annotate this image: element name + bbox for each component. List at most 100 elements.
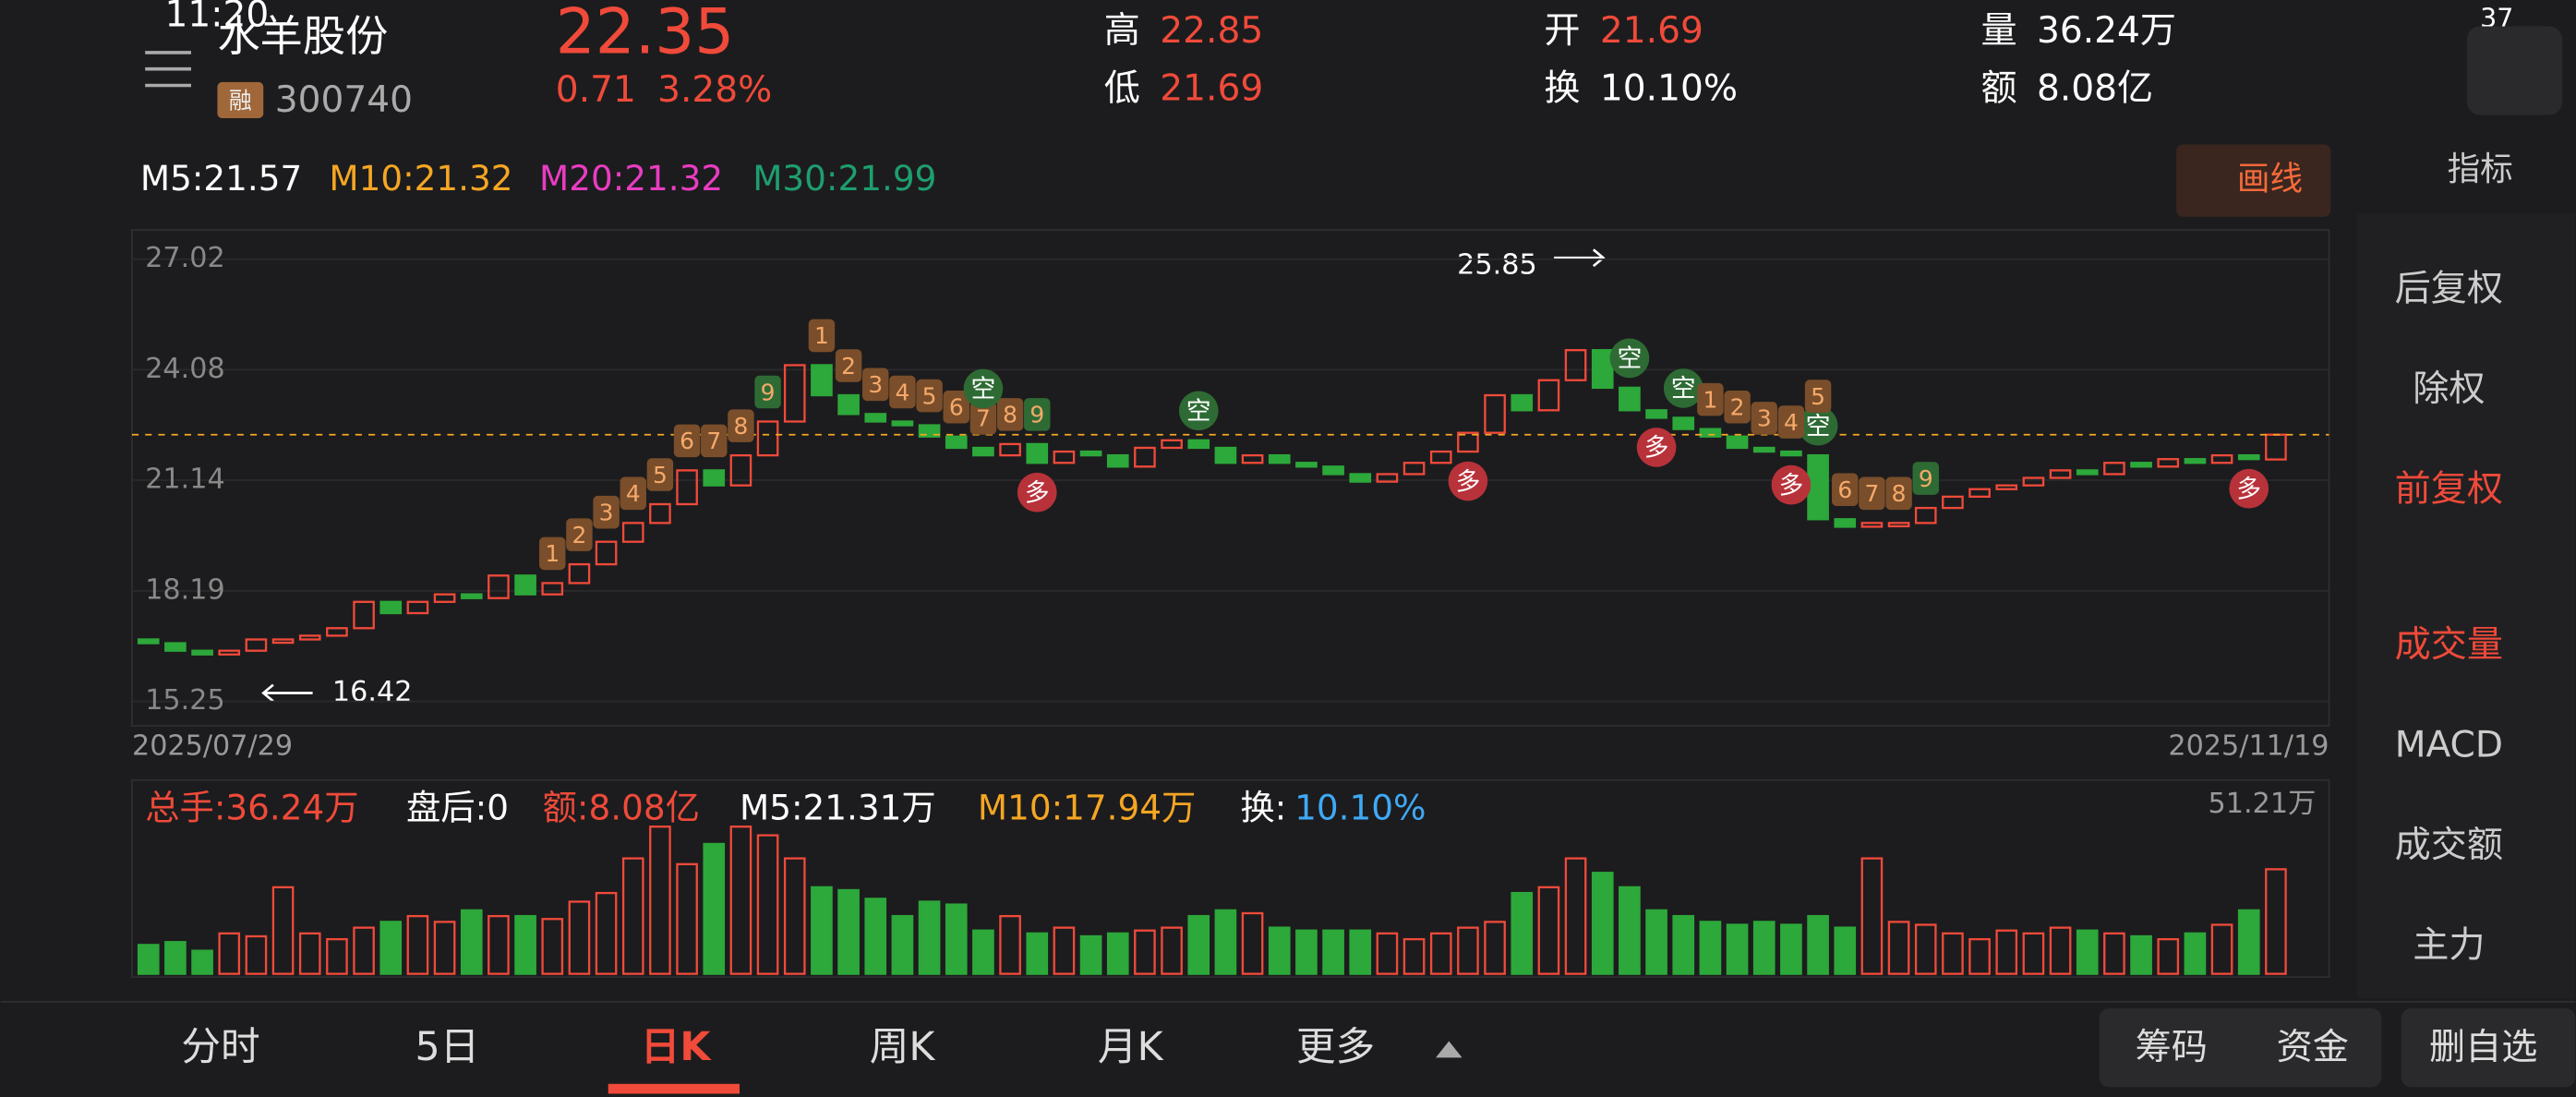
signal-label: 9: [761, 379, 776, 405]
volume-bar: [649, 826, 671, 975]
orientation-button[interactable]: [2466, 26, 2563, 115]
signal-badge: [1017, 472, 1057, 512]
candle-body: [756, 420, 779, 457]
vol-turnover: 10.10%: [1294, 787, 1426, 827]
tab[interactable]: 周K: [870, 1024, 936, 1070]
signal-label: 空: [1186, 397, 1211, 426]
signal-badge: [1636, 428, 1677, 467]
candle-body: [379, 600, 403, 615]
volume-bar: [2237, 909, 2260, 975]
tab[interactable]: 5日: [415, 1024, 480, 1070]
volume-bar: [1995, 929, 2018, 975]
side-menu-item[interactable]: 主力: [2413, 925, 2485, 967]
candle-body: [1995, 484, 2018, 490]
high: 22.85: [1160, 10, 1263, 52]
volume-bar: [1457, 926, 1479, 975]
volume-bar: [1780, 923, 1802, 975]
tab[interactable]: 分时: [181, 1024, 259, 1070]
volume-bar: [353, 926, 375, 975]
candle-body: [2076, 469, 2099, 476]
volume-bar: [1807, 914, 1829, 975]
side-menu-item[interactable]: MACD: [2395, 725, 2503, 766]
button[interactable]: 筹码: [2136, 1027, 2208, 1068]
signal-label: 3: [599, 499, 614, 525]
signal-badge: [1804, 380, 1832, 413]
signal-label: 6: [680, 428, 694, 454]
volume-bar: [2022, 932, 2045, 975]
ma20: M20:21.32: [539, 158, 723, 199]
draw-button[interactable]: [2176, 144, 2331, 217]
volume-bar: [811, 886, 833, 975]
signal-badge: [646, 458, 674, 491]
button-bg: [2401, 1007, 2576, 1088]
side-menu-item[interactable]: 除权: [2413, 368, 2485, 410]
candle-body: [729, 453, 752, 487]
button[interactable]: 资金: [2277, 1027, 2349, 1068]
signal-label: 7: [1865, 480, 1880, 507]
candle-body: [703, 469, 726, 487]
candle-body: [1780, 450, 1802, 457]
candle-body: [326, 627, 348, 637]
volume-bar: [1322, 929, 1344, 975]
volume-bar: [756, 834, 779, 975]
low: 21.69: [1160, 67, 1263, 109]
candle-body: [541, 582, 564, 596]
volume-bar: [1591, 872, 1614, 975]
side-menu-item[interactable]: 成交量: [2395, 624, 2503, 666]
signal-badge: [1798, 405, 1838, 446]
signal-badge: [969, 402, 997, 435]
volume-bar: [1053, 926, 1076, 975]
volume-bar: [2210, 923, 2233, 975]
volume-bar: [1726, 923, 1749, 975]
volume-bar: [433, 921, 456, 975]
volume-bar: [137, 944, 160, 975]
volume-bar: [999, 914, 1021, 975]
volume-bar: [568, 900, 591, 975]
side-menu-item[interactable]: 前复权: [2395, 468, 2503, 510]
tab[interactable]: 日K: [641, 1024, 713, 1070]
candle-body: [1645, 409, 1667, 419]
candle-body: [271, 638, 295, 645]
volume-bar: [1106, 932, 1129, 975]
volume-bar: [1214, 909, 1237, 975]
status-time: 11:20: [165, 0, 270, 35]
candle-body: [1619, 386, 1641, 412]
candle-body: [1161, 439, 1183, 450]
y-tick-label: 15.25: [145, 684, 225, 717]
candle-body: [1726, 435, 1749, 450]
signal-label: 6: [949, 394, 964, 421]
volume-bar: [972, 929, 994, 975]
menu-icon[interactable]: [145, 51, 191, 88]
signal-badge: [1832, 473, 1859, 507]
volume-bar: [2265, 868, 2287, 975]
candle-body: [1511, 393, 1534, 412]
candle-body: [2184, 458, 2207, 464]
tab[interactable]: 更多: [1296, 1024, 1375, 1070]
signal-label: 8: [1892, 480, 1907, 507]
volume-bar: [326, 937, 348, 975]
candle-body: [1106, 453, 1129, 468]
side-menu-item[interactable]: 成交额: [2395, 825, 2503, 866]
volume-bar: [488, 914, 510, 975]
vol-label: 量: [1981, 10, 2017, 52]
button[interactable]: 删自选: [2429, 1027, 2537, 1068]
candle-body: [1887, 522, 1910, 528]
volume-bar: [1672, 914, 1695, 975]
side-menu-item[interactable]: 后复权: [2395, 268, 2503, 309]
volume-bar: [298, 932, 321, 975]
start-date: 2025/07/29: [132, 730, 293, 763]
margin-tag: [217, 81, 264, 119]
volume-frame: [131, 778, 2330, 979]
signal-label: 7: [706, 428, 721, 454]
volume-bar: [1564, 857, 1587, 975]
candle-body: [999, 442, 1021, 457]
volume-bar: [918, 900, 941, 975]
vol-m5: M5:21.31万: [740, 787, 936, 827]
indicator[interactable]: 指标: [2448, 151, 2513, 188]
candle-body: [164, 642, 187, 652]
signal-label: 空: [1806, 412, 1831, 440]
margin-tag-text: 融: [229, 87, 252, 114]
signal-label: 4: [626, 480, 641, 507]
amt: 8.08亿: [2037, 67, 2153, 109]
tab[interactable]: 月K: [1098, 1024, 1164, 1070]
